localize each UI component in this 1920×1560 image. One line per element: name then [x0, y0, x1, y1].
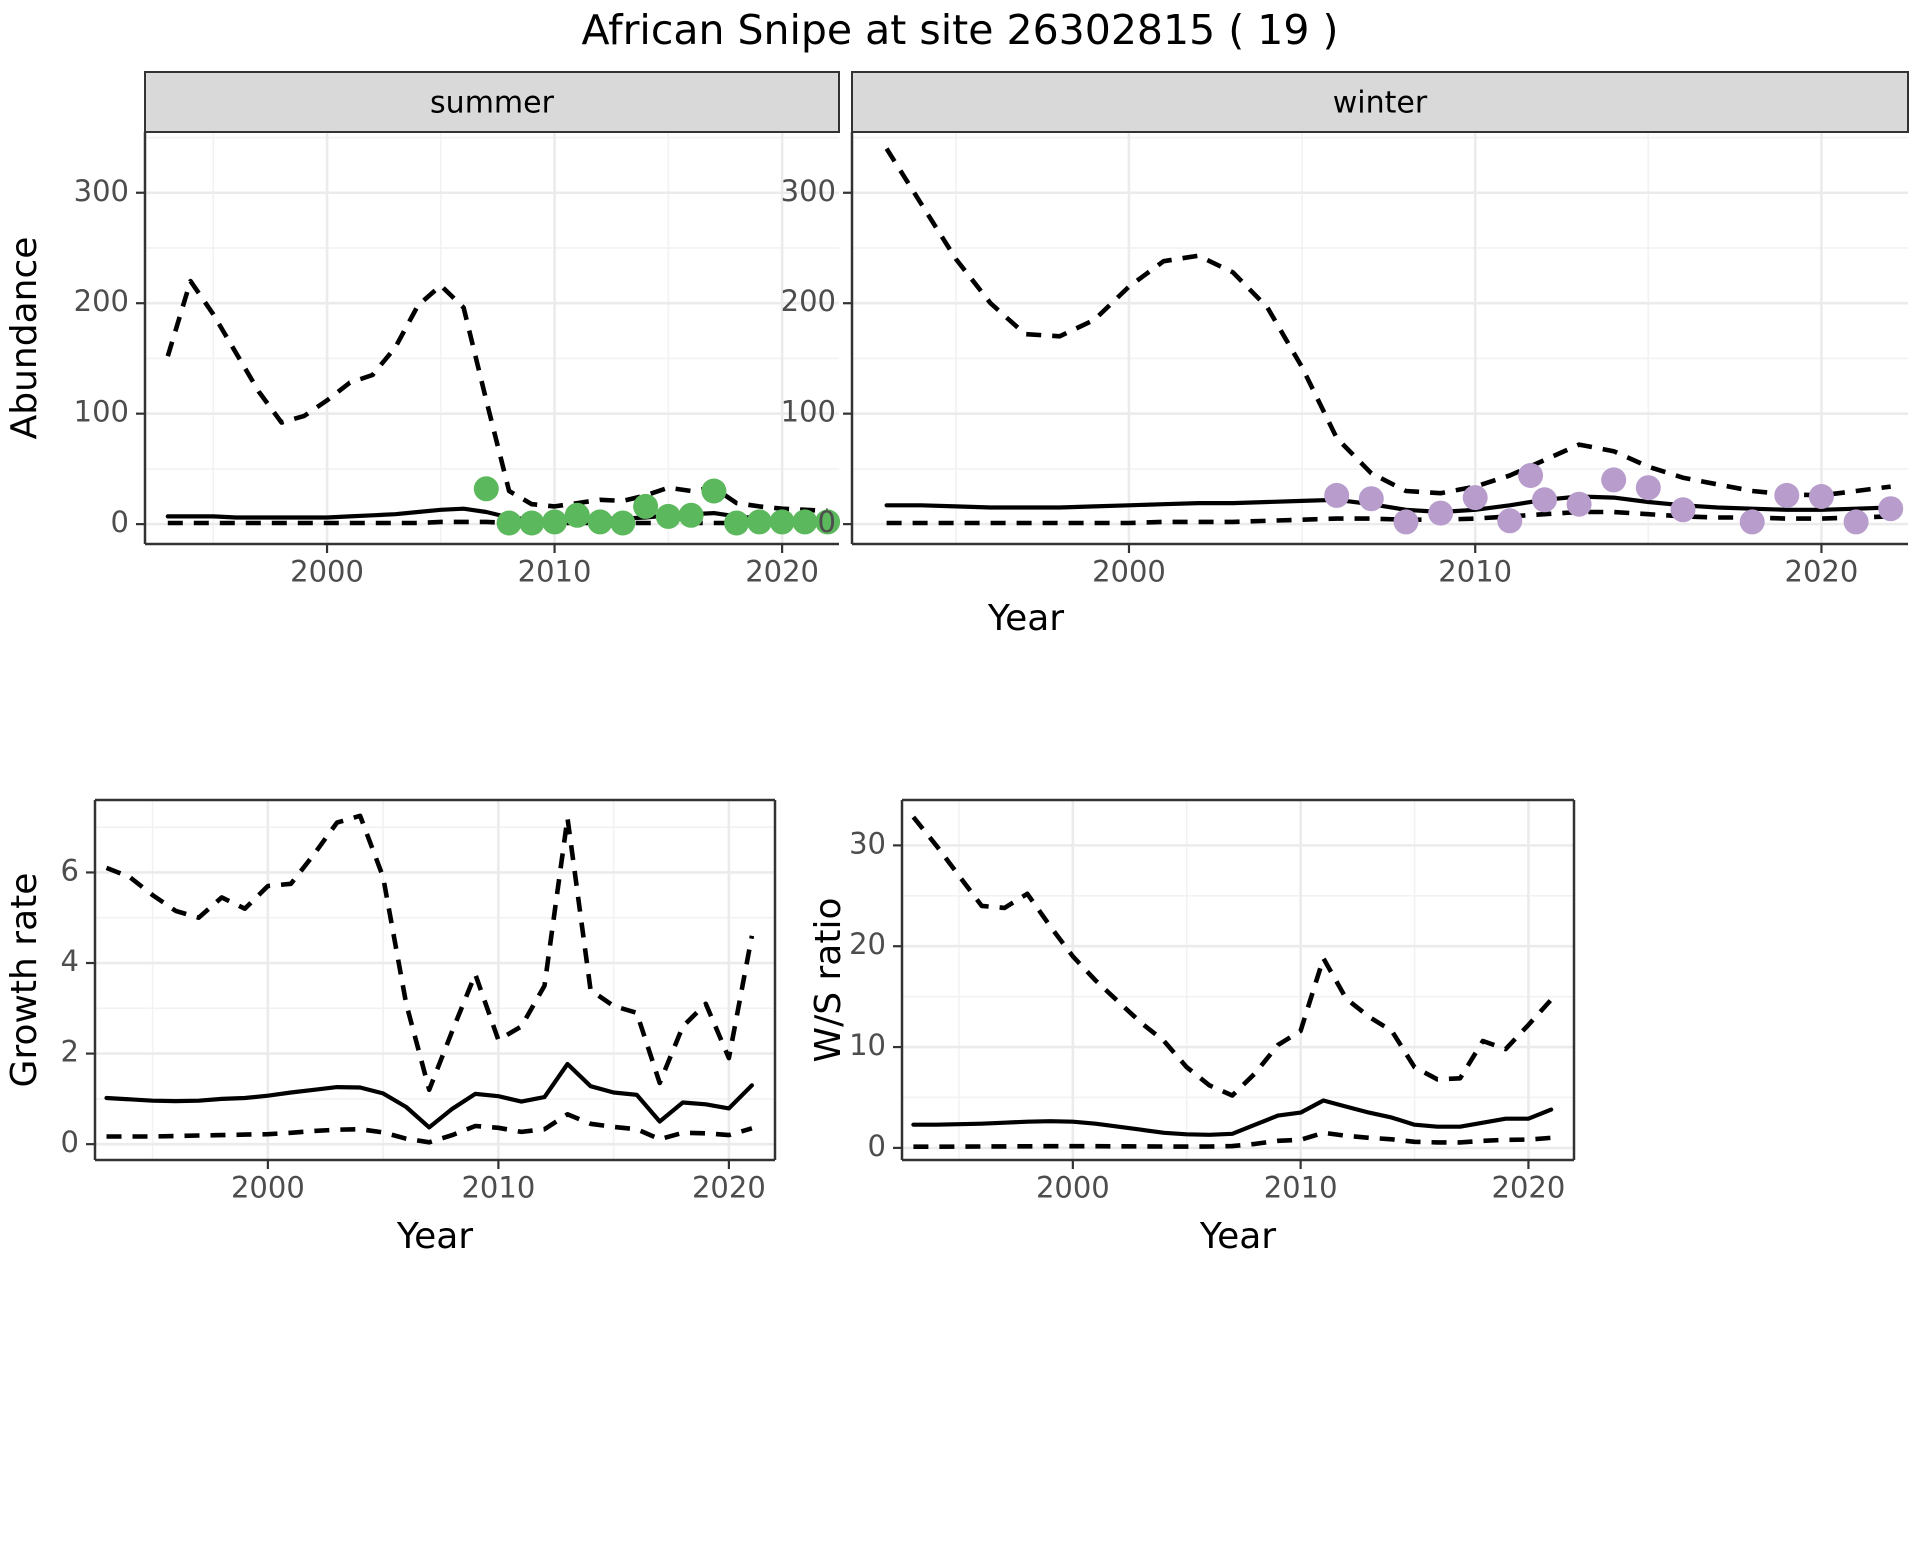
- series-lower-ci: [886, 509, 1891, 526]
- xtick-label: 2020: [745, 555, 819, 589]
- xtick-label: 2020: [1492, 1171, 1566, 1205]
- series-lower-ci: [167, 519, 828, 526]
- xtick-label: 2010: [1264, 1171, 1338, 1205]
- data-point: [1428, 500, 1454, 526]
- series-upper-ci: [165, 278, 828, 514]
- data-point: [1518, 463, 1544, 488]
- data-point: [815, 509, 841, 535]
- series-upper-ci: [884, 147, 1891, 498]
- xtick-label: 2000: [1036, 1171, 1110, 1205]
- ytick-label: 4: [61, 944, 79, 978]
- ytick-label: 0: [868, 1129, 886, 1163]
- ytick-label: 200: [781, 284, 836, 318]
- ytick-label: 6: [61, 853, 79, 887]
- data-point: [1635, 475, 1661, 501]
- facet-strip-summer: [144, 71, 840, 133]
- xlabel-abundance: Year: [987, 598, 1064, 639]
- xlabel-growth-rate: Year: [396, 1216, 473, 1257]
- ytick-label: 10: [849, 1028, 886, 1062]
- ytick-label: 30: [849, 826, 886, 860]
- series-upper-ci: [911, 815, 1553, 1098]
- series-lower-ci: [106, 1112, 753, 1145]
- ytick-label: 20: [849, 927, 886, 961]
- data-point: [1670, 497, 1696, 523]
- data-point: [1358, 486, 1384, 512]
- data-point: [724, 510, 750, 536]
- ytick-label: 100: [74, 395, 129, 429]
- panel-ws-ratio: 2000 2010 2020 0 10 20 30: [849, 798, 1576, 1205]
- data-point: [1774, 482, 1800, 508]
- data-point: [701, 478, 727, 504]
- ytick-label: 200: [74, 284, 129, 318]
- panel-growth-rate: 2000 2010 2020 0 2 4 6: [61, 798, 777, 1205]
- data-points-abundance-winter: [1324, 463, 1904, 535]
- data-point: [587, 509, 613, 535]
- data-point: [633, 493, 659, 519]
- xtick-label: 2020: [692, 1171, 766, 1205]
- ylabel-growth-rate: Growth rate: [4, 873, 45, 1088]
- data-points-abundance-summer: [473, 476, 841, 536]
- page-title: African Snipe at site 26302815 ( 19 ): [581, 6, 1339, 54]
- data-point: [1393, 509, 1419, 535]
- ytick-label: 300: [74, 174, 129, 208]
- ytick-label: 100: [781, 395, 836, 429]
- ylabel-ws-ratio: W/S ratio: [808, 897, 849, 1062]
- xtick-label: 2000: [231, 1171, 305, 1205]
- panel-abundance-winter: 2000 2010 2020 0 100 200 300 winter: [781, 71, 1909, 589]
- ytick-label: 300: [781, 174, 836, 208]
- data-point: [1532, 487, 1557, 513]
- series-mean: [104, 1061, 754, 1130]
- series-upper-ci: [105, 813, 755, 1093]
- xtick-label: 2010: [1438, 555, 1512, 589]
- data-point: [564, 502, 590, 528]
- data-point: [1843, 509, 1869, 535]
- data-point: [678, 502, 704, 528]
- series-mean: [911, 1098, 1554, 1137]
- data-point: [1462, 485, 1488, 511]
- data-point: [542, 509, 568, 535]
- panel-background-abundance-winter: [852, 132, 1908, 544]
- facet-strip-label-winter: winter: [1333, 86, 1428, 121]
- series-lower-ci: [913, 1130, 1552, 1149]
- series-mean: [165, 506, 830, 522]
- data-point: [473, 476, 499, 502]
- data-point: [1566, 491, 1592, 517]
- ytick-label: 0: [61, 1125, 79, 1159]
- series-mean: [884, 494, 1893, 515]
- panel-background-ws-ratio: [902, 800, 1574, 1160]
- ytick-label: 0: [818, 505, 836, 539]
- data-point: [610, 510, 636, 536]
- panel-background-growth-rate: [95, 800, 775, 1160]
- data-point: [1497, 508, 1523, 534]
- data-point: [1324, 482, 1350, 508]
- facet-strip-winter: [851, 71, 1909, 133]
- ylabel-abundance: Abundance: [4, 237, 45, 440]
- data-point: [1601, 467, 1627, 493]
- xtick-label: 2010: [461, 1171, 535, 1205]
- xtick-label: 2020: [1785, 555, 1859, 589]
- data-point: [519, 510, 545, 536]
- data-point: [1808, 484, 1834, 509]
- data-point: [746, 509, 772, 535]
- ytick-label: 2: [61, 1035, 79, 1069]
- data-point: [1739, 509, 1765, 535]
- facet-strip-label-summer: summer: [430, 86, 555, 121]
- xtick-label: 2000: [1092, 555, 1166, 589]
- data-point: [792, 509, 818, 535]
- xtick-label: 2000: [290, 555, 364, 589]
- xtick-label: 2010: [518, 555, 592, 589]
- panel-background-abundance-summer: [145, 132, 839, 544]
- data-point: [655, 503, 681, 529]
- data-point: [1878, 496, 1904, 522]
- ytick-label: 0: [111, 505, 129, 539]
- xlabel-ws-ratio: Year: [1199, 1216, 1276, 1257]
- data-point: [496, 510, 522, 536]
- data-point: [769, 509, 795, 535]
